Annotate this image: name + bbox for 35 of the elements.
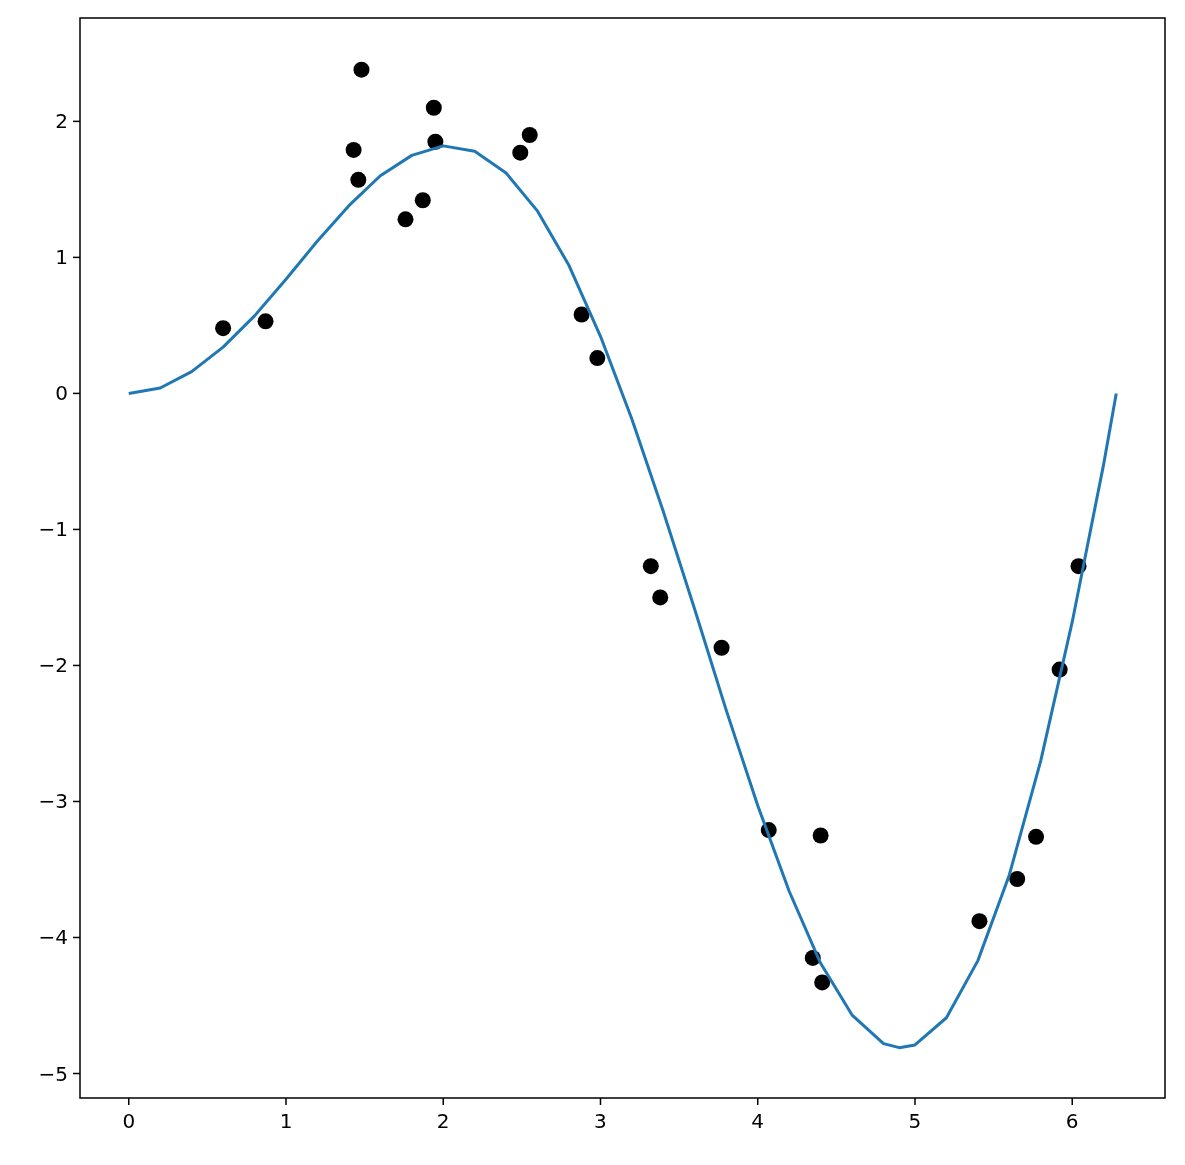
point bbox=[345, 141, 362, 158]
point bbox=[350, 171, 367, 188]
point bbox=[353, 61, 370, 78]
y-tick-label: −5 bbox=[38, 1061, 68, 1086]
point bbox=[215, 320, 232, 337]
point bbox=[589, 350, 606, 367]
point bbox=[414, 192, 431, 209]
point bbox=[257, 313, 274, 330]
point bbox=[642, 558, 659, 575]
y-tick-label: −4 bbox=[38, 925, 68, 950]
y-tick-label: −3 bbox=[38, 789, 68, 814]
x-tick-label: 6 bbox=[1065, 1109, 1079, 1133]
x-tick-label: 2 bbox=[436, 1109, 450, 1133]
y-tick-label: −2 bbox=[38, 653, 68, 678]
y-tick-label: 1 bbox=[55, 245, 68, 270]
point bbox=[521, 126, 538, 143]
y-tick-label: −1 bbox=[38, 517, 68, 542]
x-tick-label: 5 bbox=[908, 1109, 922, 1133]
point bbox=[971, 913, 988, 930]
x-tick-label: 3 bbox=[594, 1109, 607, 1133]
point bbox=[425, 99, 442, 116]
x-tick-label: 1 bbox=[279, 1109, 293, 1133]
point bbox=[1009, 871, 1026, 888]
point bbox=[512, 144, 529, 161]
x-tick-label: 0 bbox=[122, 1109, 136, 1133]
point bbox=[1028, 828, 1045, 845]
point bbox=[573, 306, 590, 323]
point bbox=[713, 639, 730, 656]
y-tick-label: 0 bbox=[55, 381, 68, 406]
point bbox=[652, 589, 669, 606]
point bbox=[812, 827, 829, 844]
y-tick-label: 2 bbox=[55, 109, 68, 134]
point bbox=[814, 974, 831, 991]
x-tick-label: 4 bbox=[751, 1109, 765, 1133]
point bbox=[397, 211, 414, 228]
